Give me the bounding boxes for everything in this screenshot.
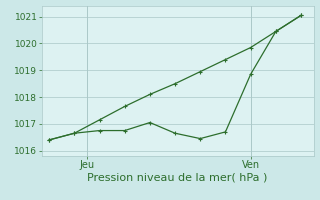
X-axis label: Pression niveau de la mer( hPa ): Pression niveau de la mer( hPa ): [87, 173, 268, 183]
